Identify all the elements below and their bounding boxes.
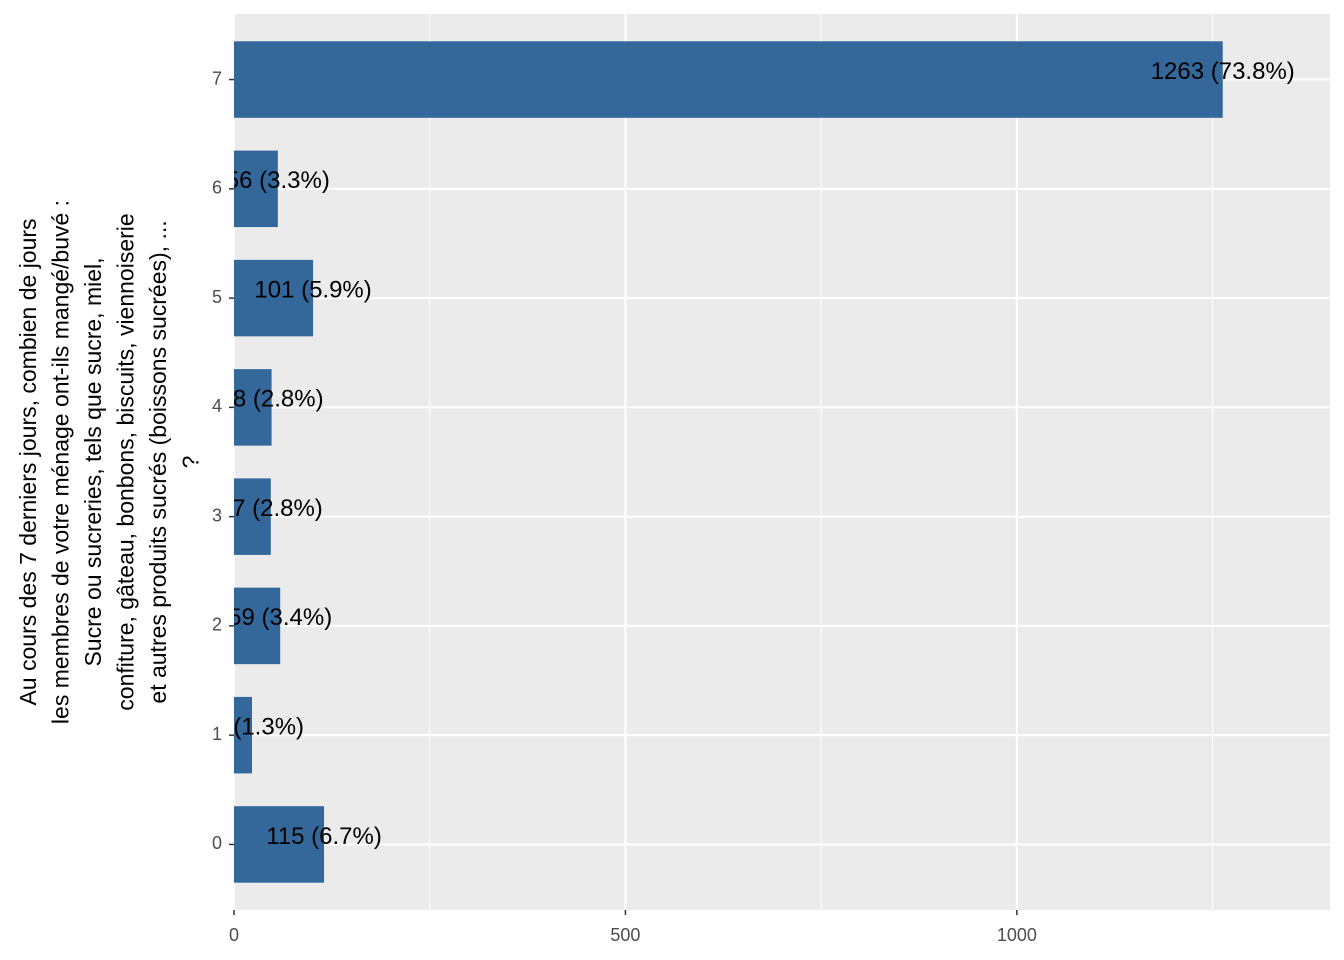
x-tick-label: 0: [229, 925, 239, 945]
value-label: 23 (1.3%): [200, 714, 304, 741]
y-tick-label: 2: [212, 615, 222, 635]
bar: [234, 369, 272, 446]
y-tick-label: 6: [212, 178, 222, 198]
value-label: 47 (2.8%): [219, 495, 323, 522]
x-tick-label: 1000: [997, 925, 1037, 945]
value-label: 48 (2.8%): [220, 386, 324, 413]
y-tick-label: 1: [212, 724, 222, 744]
y-tick-label: 5: [212, 287, 222, 307]
bar: [234, 696, 253, 774]
bar: [234, 41, 1223, 118]
panel: [234, 14, 1330, 910]
y-tick-label: 0: [212, 833, 222, 853]
y-tick-label: 3: [212, 505, 222, 525]
x-tick-label: 500: [610, 925, 640, 945]
value-label: 56 (3.3%): [226, 167, 330, 194]
y-tick-label: 7: [212, 68, 222, 88]
bar: [234, 587, 281, 665]
y-axis-title: Au cours des 7 derniers jours, combien d…: [15, 200, 204, 724]
bar: [234, 806, 325, 883]
value-label: 101 (5.9%): [254, 276, 371, 303]
bar: [234, 150, 278, 228]
value-label: 59 (3.4%): [228, 604, 332, 631]
bars: [234, 41, 1223, 883]
bar: [234, 478, 271, 555]
y-tick-label: 4: [212, 396, 222, 416]
value-labels: 115 (6.7%) 23 (1.3%) 59 (3.4%) 47 (2.8%) 48 …: [200, 58, 1295, 850]
value-label: 115 (6.7%): [266, 823, 382, 850]
value-label: 1263 (73.8%): [1151, 58, 1295, 85]
bar: [234, 259, 314, 337]
